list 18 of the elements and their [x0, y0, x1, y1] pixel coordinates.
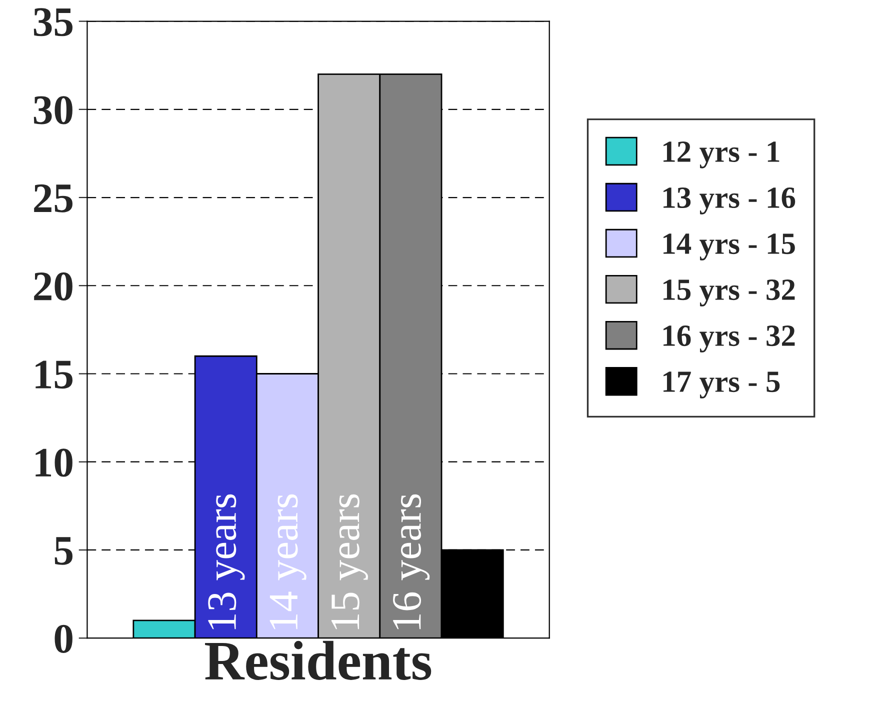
annotation: 15 years	[331, 494, 368, 630]
x-tick-label: Residents	[205, 640, 432, 680]
legend-label: 16 yrs - 32	[664, 326, 795, 352]
y-tick-label: 0	[54, 624, 72, 653]
y-tick-label: 30	[34, 96, 72, 124]
legend-label: 12 yrs - 1	[664, 142, 780, 168]
y-tick-label: 35	[34, 8, 72, 36]
y-tick-label: 5	[54, 537, 72, 565]
y-tick-label: 25	[34, 184, 72, 212]
legend-label: 15 yrs - 32	[664, 280, 795, 306]
legend-label: 17 yrs - 5	[664, 372, 780, 398]
y-tick-label: 20	[34, 272, 72, 300]
y-tick-label: 15	[36, 360, 72, 389]
annotation: 16 years	[393, 494, 430, 630]
legend-label: 13 yrs - 16	[664, 188, 796, 214]
annotation: 13 years	[208, 494, 245, 630]
legend-label: 14 yrs - 15	[664, 234, 795, 260]
y-tick-label: 10	[36, 448, 72, 477]
